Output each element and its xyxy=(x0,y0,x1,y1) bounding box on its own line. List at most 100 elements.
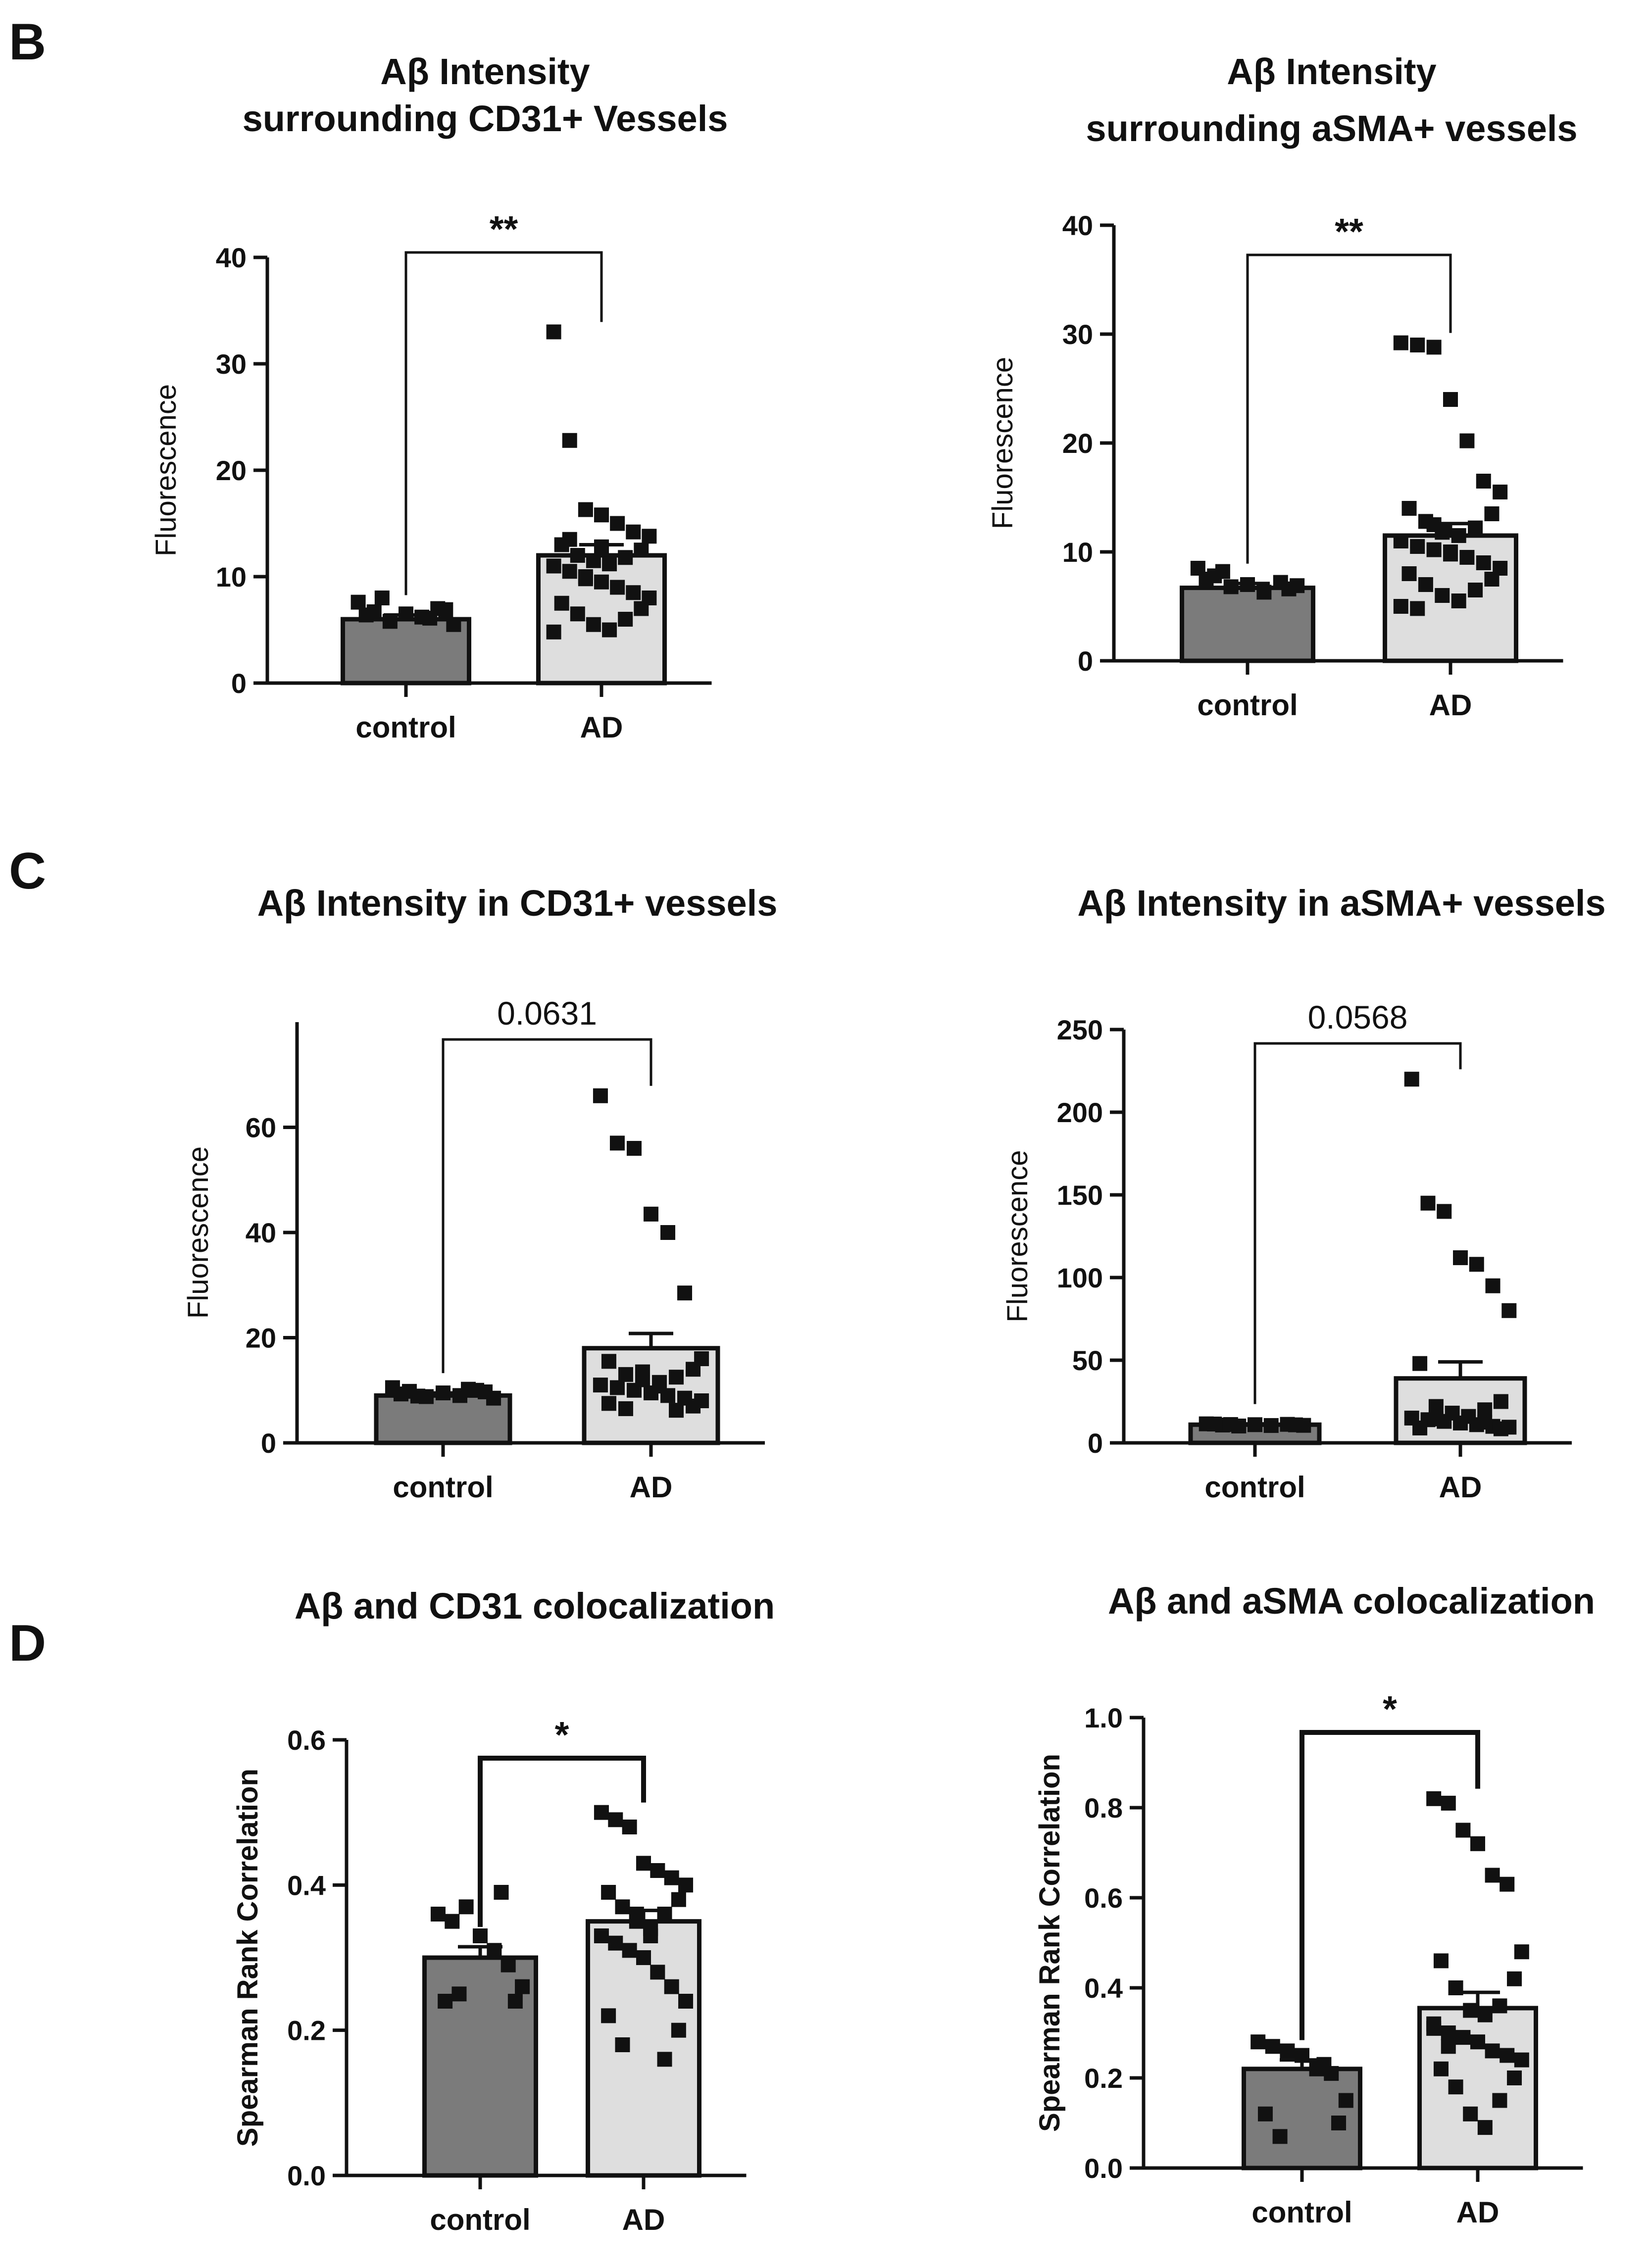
x-tick-label: AD xyxy=(622,2203,665,2236)
data-point xyxy=(1507,2071,1522,2085)
data-point xyxy=(500,1957,516,1972)
data-point xyxy=(626,585,641,600)
y-tick-label: 20 xyxy=(246,1323,276,1354)
data-point xyxy=(1263,1418,1279,1433)
data-point xyxy=(1443,392,1458,407)
chart-4: Aβ Intensity in aSMA+ vessels 0 50 100 150 20… xyxy=(1001,883,1606,1504)
data-point xyxy=(1401,566,1417,581)
data-point xyxy=(1420,1195,1436,1211)
y-tick-label: 40 xyxy=(216,242,247,273)
data-point xyxy=(609,1380,625,1395)
chart-1: Aβ Intensity surrounding CD31+ Vessels 0 10… xyxy=(150,51,728,744)
data-point xyxy=(657,1907,672,1922)
data-point xyxy=(1412,1356,1428,1371)
data-point xyxy=(594,507,609,523)
data-point xyxy=(634,601,649,616)
y-tick-label: 1.0 xyxy=(1084,1702,1123,1733)
y-tick-label: 10 xyxy=(1062,537,1093,568)
data-point xyxy=(686,1362,701,1377)
data-point xyxy=(1404,1072,1419,1087)
data-point xyxy=(618,1401,633,1416)
data-point xyxy=(438,1994,453,2009)
x-tick-label: control xyxy=(430,2203,530,2236)
data-point xyxy=(1412,1420,1428,1435)
data-point xyxy=(634,542,649,558)
y-tick-label: 250 xyxy=(1057,1014,1103,1045)
data-point xyxy=(1455,2030,1471,2045)
data-point xyxy=(594,1805,609,1820)
data-point xyxy=(451,1986,467,2002)
panel-letter-b: B xyxy=(9,13,46,71)
data-point xyxy=(399,606,413,622)
data-point xyxy=(473,1928,488,1943)
significance-label: * xyxy=(1383,1688,1397,1729)
y-tick-label: 0.0 xyxy=(1084,2153,1123,2184)
data-point xyxy=(677,1285,693,1301)
data-point xyxy=(546,624,561,640)
data-point xyxy=(1265,2039,1280,2054)
data-point xyxy=(1281,581,1297,596)
data-point xyxy=(593,1378,608,1393)
data-point xyxy=(1223,1417,1238,1432)
data-point xyxy=(570,606,585,622)
data-point xyxy=(1441,1795,1456,1811)
data-point xyxy=(615,1899,630,1915)
data-point xyxy=(615,2037,630,2052)
y-tick-label: 150 xyxy=(1057,1180,1103,1211)
y-tick-label: 20 xyxy=(1062,428,1093,459)
data-point xyxy=(1418,577,1433,592)
data-point xyxy=(671,1892,686,1907)
data-point xyxy=(1493,1394,1508,1409)
x-tick-label: control xyxy=(355,711,456,744)
data-point xyxy=(618,612,633,627)
data-point xyxy=(1500,1876,1515,1892)
data-point xyxy=(1410,338,1425,352)
significance-label: * xyxy=(555,1714,569,1755)
data-point xyxy=(1410,601,1425,616)
data-point xyxy=(626,1382,642,1398)
chart-5: Aβ and CD31 colocalization 0.0 0.2 0.4 0.6 Sp… xyxy=(232,1585,775,2236)
data-point xyxy=(1250,2034,1266,2050)
y-axis-label: Fluorescence xyxy=(182,1146,214,1319)
chart-title: Aβ Intensity in aSMA+ vessels xyxy=(1077,883,1605,924)
data-point xyxy=(622,1820,637,1834)
chart-title: Aβ Intensity xyxy=(380,51,590,92)
y-tick-label: 0 xyxy=(1088,1428,1103,1459)
x-tick-label: AD xyxy=(1429,689,1472,722)
data-point xyxy=(1485,1868,1500,1883)
data-point xyxy=(1501,1303,1517,1318)
significance-label: ** xyxy=(1335,211,1363,252)
data-point xyxy=(1484,572,1500,587)
data-point xyxy=(1477,1402,1493,1418)
data-point xyxy=(1485,2043,1500,2059)
data-point xyxy=(546,324,561,340)
data-point xyxy=(1426,340,1442,355)
data-point xyxy=(608,1935,623,1951)
x-tick-label: AD xyxy=(630,1471,673,1504)
data-point xyxy=(1295,2048,1309,2063)
y-tick-label: 0.0 xyxy=(287,2160,326,2191)
data-point xyxy=(358,607,374,623)
data-point xyxy=(1455,1823,1471,1838)
significance-bracket xyxy=(478,1756,646,1927)
data-point xyxy=(1272,2129,1288,2144)
data-point xyxy=(478,1384,493,1399)
y-tick-label: 30 xyxy=(1062,319,1093,350)
x-tick-label: control xyxy=(1204,1471,1305,1504)
data-point xyxy=(1393,335,1408,350)
data-point xyxy=(1433,2061,1449,2076)
data-point xyxy=(1477,2120,1493,2135)
x-tick-label: AD xyxy=(580,711,623,744)
data-point xyxy=(487,1943,502,1958)
y-axis-label: Spearman Rank Correlation xyxy=(232,1769,264,2147)
y-tick-label: 0 xyxy=(261,1428,276,1459)
data-point xyxy=(650,1965,665,1980)
y-tick-label: 30 xyxy=(216,348,247,380)
y-tick-label: 0.4 xyxy=(287,1870,326,1901)
y-tick-label: 0.4 xyxy=(1084,1972,1123,2004)
bar-AD xyxy=(536,553,667,686)
data-point xyxy=(1451,528,1466,543)
data-point xyxy=(650,1863,665,1878)
data-point xyxy=(664,1870,679,1885)
y-tick-label: 0.6 xyxy=(1084,1882,1123,1914)
